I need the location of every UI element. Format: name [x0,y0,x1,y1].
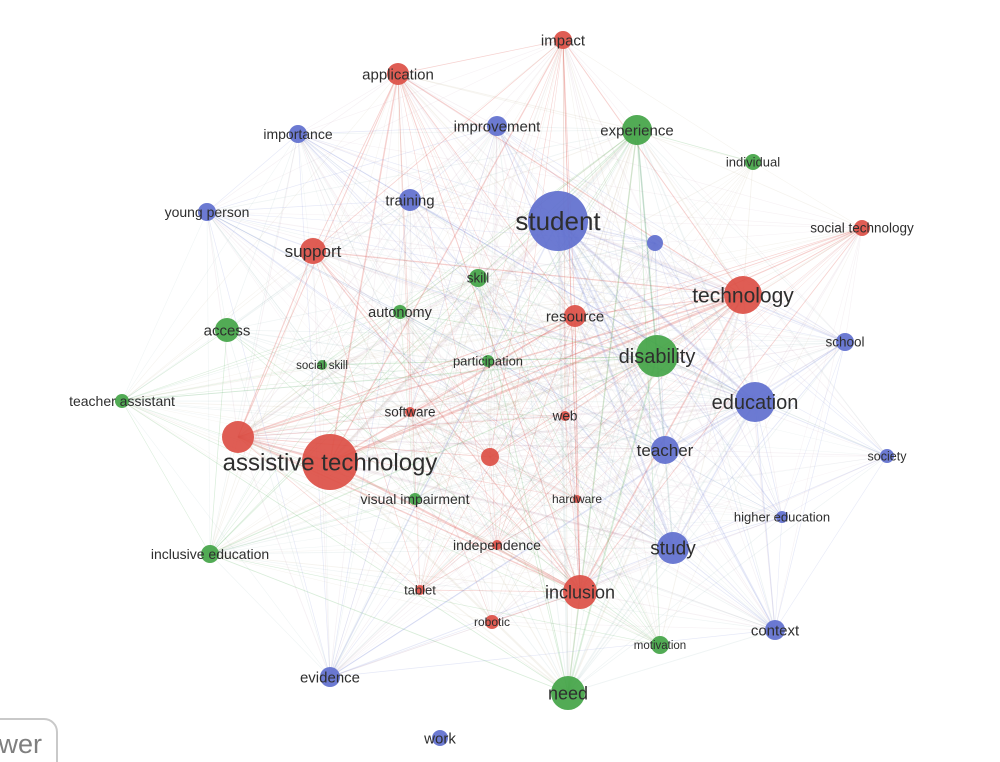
node-society[interactable] [880,449,894,463]
node-skill[interactable] [469,269,487,287]
node-context[interactable] [765,620,785,640]
node-evidence[interactable] [320,667,340,687]
edge-layer [121,39,888,694]
node-higher-education[interactable] [776,511,788,523]
node-participation[interactable] [482,355,494,367]
node-label-independence: independence [453,537,541,553]
node-teacher-assistant[interactable] [115,394,129,408]
node-label-inclusion: inclusion [545,582,615,602]
node-resource[interactable] [564,305,586,327]
node-label-impact: impact [541,32,586,49]
node-individual[interactable] [745,154,761,170]
node-label-autonomy: autonomy [368,305,432,321]
node-label-context: context [751,622,800,639]
node-motivation[interactable] [651,636,669,654]
node-inclusion[interactable] [563,575,597,609]
node-label-experience: experience [600,122,673,139]
node-layer [115,31,894,746]
node-label-work: work [423,730,456,747]
node-label-improvement: improvement [454,118,542,135]
node-label-evidence: evidence [300,669,360,686]
node-label-individual: individual [726,155,780,170]
node-school[interactable] [836,333,854,351]
node-label-importance: importance [263,126,332,142]
node-label-young-person: young person [165,204,250,220]
node-young-person[interactable] [198,203,216,221]
node-label-inclusive-education: inclusive education [151,546,269,562]
node-hardware[interactable] [573,495,581,503]
node-tablet[interactable] [415,585,425,595]
node-social-skill[interactable] [317,360,327,370]
node-label-tablet: tablet [404,583,436,598]
node-label-school: school [825,335,864,350]
node-label-visual-impairment: visual impairment [361,491,470,507]
node-social-technology[interactable] [854,220,870,236]
node-study[interactable] [657,532,689,564]
node-web[interactable] [560,411,570,421]
node-visual-impairment[interactable] [409,493,421,505]
node-label-technology: technology [692,284,794,307]
node-label-participation: participation [453,354,523,369]
node-label-skill: skill [467,271,490,286]
node-label-society: society [868,449,908,463]
node-label-education: education [712,392,799,414]
node-label-higher-education: higher education [734,510,830,525]
node-disability[interactable] [636,335,678,377]
node-training[interactable] [399,189,421,211]
node-teacher[interactable] [651,436,679,464]
node-software[interactable] [405,407,415,417]
node-assistive-technology[interactable] [302,434,358,490]
node-inclusive-education[interactable] [201,545,219,563]
node-need[interactable] [551,676,585,710]
node-label-student: student [515,206,601,236]
node-label-study: study [650,539,696,560]
node-label-teacher: teacher [637,441,694,460]
node-label-web: web [552,409,578,424]
node-label-resource: resource [546,308,604,325]
node-experience[interactable] [622,115,652,145]
node-label-motivation: motivation [634,640,686,652]
node-label-social-skill: social skill [296,360,348,372]
node-robotic[interactable] [485,615,499,629]
node-label-assistive-technology: assistive technology [223,449,438,476]
node-label-disability: disability [619,346,696,368]
node-red-hub-center[interactable] [481,448,499,466]
node-importance[interactable] [289,125,307,143]
node-label-hardware: hardware [552,492,602,506]
node-label-application: application [362,66,434,83]
node-label-access: access [204,322,251,339]
node-autonomy[interactable] [393,305,407,319]
label-layer: impact application support social technolog… [69,32,914,747]
vosviewer-logo-box[interactable]: wer [0,718,58,762]
node-label-teacher-assistant: teacher assistant [69,393,175,409]
node-label-software: software [384,405,435,420]
node-support[interactable] [300,238,326,264]
node-blue-hub-small[interactable] [647,235,663,251]
node-label-support: support [285,242,342,261]
node-access[interactable] [215,318,239,342]
node-application[interactable] [387,63,409,85]
node-improvement[interactable] [487,116,507,136]
node-student[interactable] [528,191,588,251]
vosviewer-logo-text: wer [0,729,42,759]
node-label-need: need [548,683,588,703]
node-technology[interactable] [724,276,762,314]
node-education[interactable] [735,382,775,422]
node-work[interactable] [432,730,448,746]
node-impact[interactable] [554,31,572,49]
node-red-hub-left[interactable] [222,421,254,453]
node-label-social-technology: social technology [810,221,914,236]
node-label-training: training [385,192,434,209]
node-label-robotic: robotic [474,615,510,629]
node-independence[interactable] [492,540,502,550]
